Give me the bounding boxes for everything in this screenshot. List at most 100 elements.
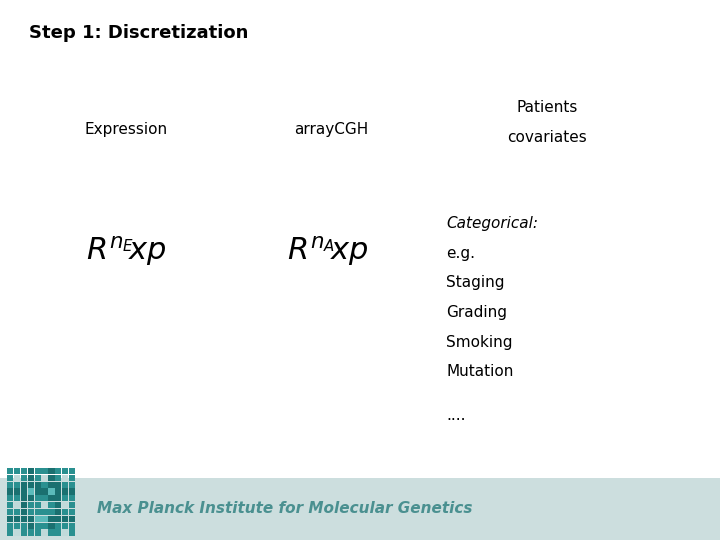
Bar — [48, 495, 55, 502]
Bar — [14, 523, 20, 529]
Bar — [21, 523, 27, 529]
Text: Step 1: Discretization: Step 1: Discretization — [29, 24, 248, 42]
Text: Smoking: Smoking — [446, 335, 513, 350]
Bar — [55, 495, 61, 502]
Text: Max Planck Institute for Molecular Genetics: Max Planck Institute for Molecular Genet… — [97, 502, 473, 516]
Bar — [21, 516, 27, 522]
Bar — [7, 495, 14, 502]
Bar — [21, 529, 27, 536]
Bar — [48, 502, 55, 508]
Bar — [55, 509, 61, 515]
Bar — [21, 509, 27, 515]
Bar — [55, 523, 61, 529]
Bar — [62, 495, 68, 502]
Bar — [14, 502, 20, 508]
Bar — [27, 529, 34, 536]
Bar — [14, 488, 20, 495]
Bar — [42, 523, 48, 529]
Bar — [27, 488, 34, 495]
Bar — [35, 523, 41, 529]
Bar — [42, 509, 48, 515]
Bar — [14, 516, 20, 522]
Bar — [21, 468, 27, 474]
Bar — [68, 495, 75, 502]
Bar — [27, 502, 34, 508]
Bar — [35, 529, 41, 536]
Bar — [7, 502, 14, 508]
Bar — [55, 529, 61, 536]
Text: Grading: Grading — [446, 305, 508, 320]
Bar — [68, 509, 75, 515]
Bar — [48, 523, 55, 529]
Bar — [42, 475, 48, 481]
Bar — [48, 488, 55, 495]
Bar — [21, 495, 27, 502]
Bar — [7, 523, 14, 529]
Bar — [68, 523, 75, 529]
Bar — [14, 509, 20, 515]
Bar — [62, 475, 68, 481]
Bar — [62, 509, 68, 515]
Text: Categorical:: Categorical: — [446, 216, 539, 231]
Bar — [42, 495, 48, 502]
Text: Staging: Staging — [446, 275, 505, 291]
Bar — [7, 529, 14, 536]
Text: $\mathit{R}^{n_A}\!\mathit{xp}$: $\mathit{R}^{n_A}\!\mathit{xp}$ — [287, 234, 369, 268]
Text: Mutation: Mutation — [446, 364, 514, 380]
Bar — [55, 488, 61, 495]
Bar — [42, 468, 48, 474]
Bar — [62, 468, 68, 474]
Bar — [7, 482, 14, 488]
Text: $\mathit{R}^{n_E}\!\mathit{xp}$: $\mathit{R}^{n_E}\!\mathit{xp}$ — [86, 234, 166, 268]
Bar — [35, 509, 41, 515]
Bar — [68, 502, 75, 508]
Bar — [42, 482, 48, 488]
Bar — [7, 509, 14, 515]
Bar — [7, 468, 14, 474]
Bar — [35, 516, 41, 522]
Bar — [42, 502, 48, 508]
Bar — [55, 516, 61, 522]
Bar — [21, 488, 27, 495]
Bar — [55, 468, 61, 474]
Bar — [7, 475, 14, 481]
Bar — [48, 475, 55, 481]
Bar — [48, 509, 55, 515]
Bar — [68, 475, 75, 481]
Bar — [68, 516, 75, 522]
Bar — [35, 502, 41, 508]
Bar — [14, 529, 20, 536]
Bar — [42, 529, 48, 536]
Text: ....: .... — [446, 408, 466, 423]
Bar — [68, 529, 75, 536]
Bar — [62, 502, 68, 508]
Bar — [14, 482, 20, 488]
Bar — [55, 475, 61, 481]
Bar — [27, 523, 34, 529]
Text: Expression: Expression — [84, 122, 168, 137]
Bar — [0, 478, 720, 540]
Bar — [35, 488, 41, 495]
Bar — [68, 468, 75, 474]
Bar — [14, 475, 20, 481]
Bar — [21, 502, 27, 508]
Text: e.g.: e.g. — [446, 246, 475, 261]
Bar — [7, 516, 14, 522]
Bar — [27, 468, 34, 474]
Text: arrayCGH: arrayCGH — [294, 122, 369, 137]
Text: covariates: covariates — [508, 130, 587, 145]
Bar — [14, 495, 20, 502]
Bar — [35, 468, 41, 474]
Bar — [27, 509, 34, 515]
Bar — [48, 529, 55, 536]
Bar — [42, 516, 48, 522]
Bar — [62, 523, 68, 529]
Bar — [68, 488, 75, 495]
Bar — [21, 482, 27, 488]
Bar — [42, 488, 48, 495]
Bar — [55, 502, 61, 508]
Bar — [35, 475, 41, 481]
Bar — [27, 495, 34, 502]
Bar — [62, 488, 68, 495]
Bar — [27, 475, 34, 481]
